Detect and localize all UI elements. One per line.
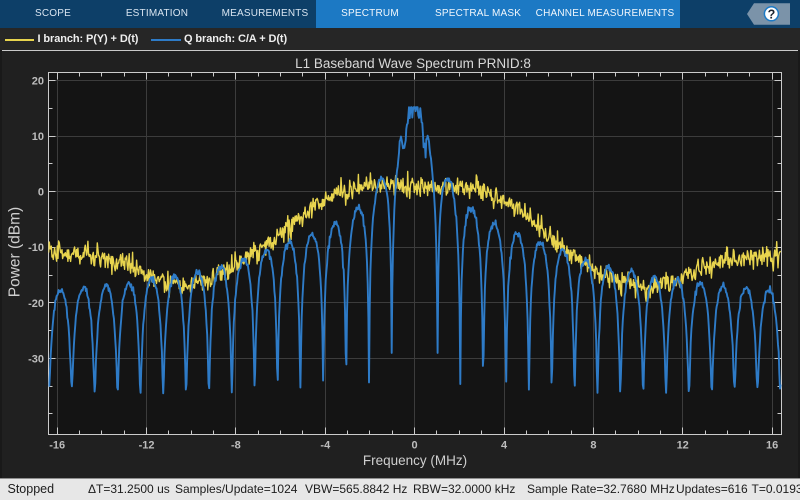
svg-text:-10: -10 [28,242,44,254]
svg-text:-20: -20 [28,298,44,310]
svg-text:0: 0 [38,187,44,199]
svg-text:10: 10 [32,131,44,143]
svg-text:?: ? [768,7,776,21]
svg-text:20: 20 [32,76,44,88]
svg-text:4: 4 [501,440,508,452]
svg-text:-8: -8 [231,440,241,452]
svg-text:-16: -16 [49,440,65,452]
svg-text:Frequency (MHz): Frequency (MHz) [363,453,467,468]
svg-text:-12: -12 [139,440,155,452]
svg-text:0: 0 [412,440,418,452]
svg-text:Power (dBm): Power (dBm) [7,207,24,297]
svg-text:-4: -4 [320,440,331,452]
svg-text:8: 8 [590,440,596,452]
svg-text:12: 12 [677,440,689,452]
svg-text:L1 Baseband Wave Spectrum PRNI: L1 Baseband Wave Spectrum PRNID:8 [295,56,531,71]
svg-text:-30: -30 [28,353,44,365]
svg-text:16: 16 [766,440,778,452]
